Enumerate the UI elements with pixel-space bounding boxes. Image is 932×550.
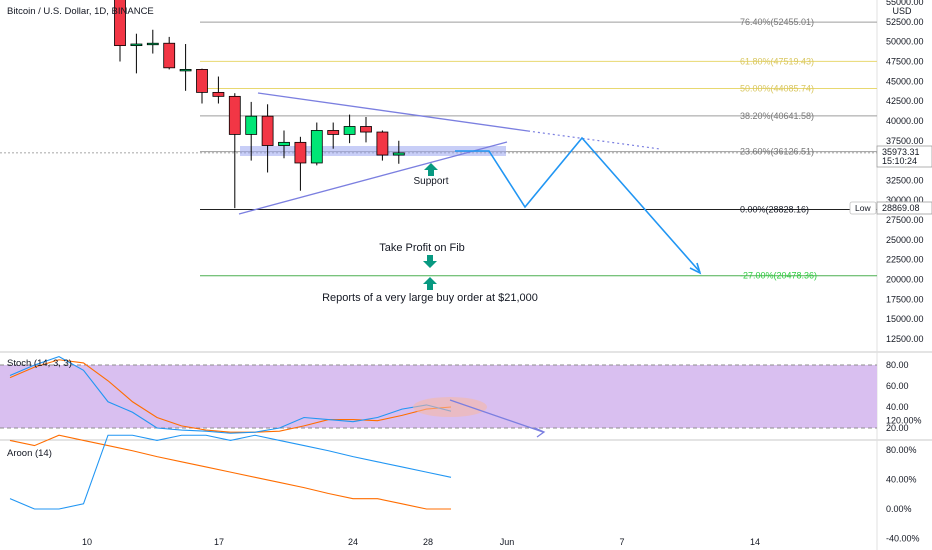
triangle-upper-trendline [257, 92, 529, 132]
candle-body [310, 130, 323, 164]
fib-label: 61.80%(47519.43) [740, 56, 814, 66]
aroon-down-line [9, 434, 451, 510]
fib-label: 50.00%(44085.74) [740, 84, 814, 94]
candle-body [245, 115, 258, 135]
fib-label: 0.00%(28828.16) [740, 205, 809, 215]
aroon-up-line [9, 434, 452, 510]
fib-label: -27.00%(20478.36) [740, 271, 817, 281]
buy-order-arrow-icon [423, 277, 437, 290]
price-tick-label: 37500.00 [886, 136, 924, 146]
take-profit-arrow-icon [423, 255, 437, 268]
aroon-tick-label: 120.00% [886, 416, 922, 426]
price-tick-label: 15000.00 [886, 314, 924, 324]
candle-body [343, 126, 356, 135]
price-tick-label: 25000.00 [886, 235, 924, 245]
price-tick-label: 42500.00 [886, 96, 924, 106]
price-tick-label: 22500.00 [886, 255, 924, 265]
last-price-badge [876, 145, 932, 168]
buy-order-label: Reports of a very large buy order at $21… [322, 292, 538, 304]
support-arrow-icon [424, 163, 438, 176]
price-tick-label: 27500.00 [886, 215, 924, 225]
aroon-title: Aroon (14) [7, 448, 52, 459]
candle-body [146, 42, 159, 46]
candle-body [294, 141, 307, 164]
price-tick-label: 47500.00 [886, 56, 924, 66]
x-tick-label: 10 [82, 537, 92, 547]
x-tick-label: 14 [750, 537, 760, 547]
take-profit-label: Take Profit on Fib [379, 242, 465, 254]
projection-arrowhead [689, 262, 702, 275]
symbol-title: Bitcoin / U.S. Dollar, 1D, BINANCE [7, 6, 154, 17]
candle-body [392, 152, 405, 156]
x-tick-label: 7 [619, 537, 624, 547]
x-tick-label: 28 [423, 537, 433, 547]
price-tick-label: 55000.00 [886, 0, 924, 7]
price-tick-label: 32500.00 [886, 175, 924, 185]
stoch-band [0, 365, 877, 428]
fib-label: 38.20%(40641.58) [740, 111, 814, 121]
price-tick-label: 12500.00 [886, 334, 924, 344]
x-tick-label: Jun [500, 537, 515, 547]
fib-label: 23.60%(36126.51) [740, 147, 814, 157]
support-zone [240, 146, 506, 156]
price-tick-label: 30000.00 [886, 195, 924, 205]
price-tick-label: 52500.00 [886, 17, 924, 27]
candle-body [327, 130, 340, 135]
countdown-value: 15:10:24 [882, 156, 917, 166]
aroon-tick-label: -40.00% [886, 534, 920, 544]
candle-body [360, 126, 372, 133]
x-tick-label: 17 [214, 537, 224, 547]
stoch-d-line [9, 359, 452, 433]
candle-body [130, 43, 143, 47]
stoch-tick-label: 20.00 [886, 423, 909, 433]
projection-path [455, 136, 701, 273]
stoch-trend-arrow [449, 399, 544, 433]
triangle-lower-trendline [238, 141, 508, 215]
stoch-title: Stoch (14, 3, 3) [7, 358, 72, 369]
support-label: Support [413, 176, 448, 187]
price-tick-label: 50000.00 [886, 37, 924, 47]
aroon-tick-label: 80.00% [886, 445, 917, 455]
low-label: Low [855, 203, 871, 213]
price-tick-label: 17500.00 [886, 294, 924, 304]
candle-body [228, 95, 241, 135]
low-value: 28869.08 [882, 203, 920, 213]
candle-body [278, 141, 290, 146]
low-badge [876, 201, 932, 215]
fib-label: 76.40%(52455.01) [740, 17, 814, 27]
candle-body [196, 69, 208, 93]
stoch-k-line [9, 356, 452, 434]
price-tick-label: 45000.00 [886, 76, 924, 86]
candle-body [261, 115, 274, 146]
stoch-tick-label: 40.00 [886, 402, 909, 412]
stoch-tick-label: 60.00 [886, 381, 909, 391]
stoch-arrowhead [534, 427, 546, 438]
candle-body [179, 69, 192, 72]
price-tick-label: 20000.00 [886, 275, 924, 285]
aroon-tick-label: 0.00% [886, 504, 912, 514]
candle-body [114, 0, 126, 47]
stoch-highlight [413, 397, 487, 417]
aroon-tick-label: 40.00% [886, 475, 917, 485]
candle-body [163, 42, 176, 69]
low-tag [849, 201, 877, 215]
candle-body [212, 91, 225, 97]
candle-body [376, 131, 389, 156]
last-price-value: 35973.31 [882, 147, 920, 157]
triangle-extension-dotted [527, 130, 661, 150]
price-tick-label: 40000.00 [886, 116, 924, 126]
x-tick-label: 24 [348, 537, 358, 547]
currency-label: USD [892, 6, 912, 16]
stoch-tick-label: 80.00 [886, 360, 909, 370]
